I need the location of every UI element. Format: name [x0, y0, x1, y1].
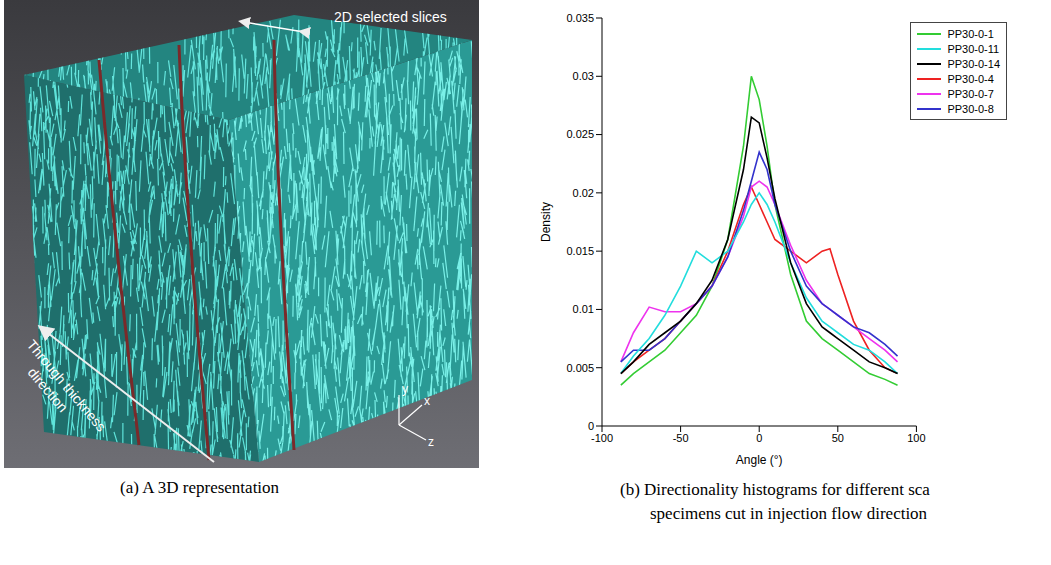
svg-text:0: 0 — [588, 420, 594, 432]
html-text:(b) Directionality histograms: (b) Directionality histograms for differ… — [620, 480, 930, 499]
svg-text:2D selected slices: 2D selected slices — [334, 9, 447, 25]
svg-text:0.03: 0.03 — [573, 70, 594, 82]
html-text:PP30-0-1: PP30-0-1 — [947, 27, 994, 40]
svg-text:50: 50 — [832, 432, 844, 444]
html-text:specimens cut in injection flo: specimens cut in injection flow directio… — [650, 504, 928, 523]
html-text:PP30-0-14: PP30-0-14 — [947, 57, 1000, 70]
html-text:PP30-0-4: PP30-0-4 — [947, 72, 994, 85]
svg-text:0.005: 0.005 — [566, 362, 594, 374]
svg-text:Through thickness: Through thickness — [24, 337, 110, 435]
html-text:PP30-0-7: PP30-0-7 — [947, 87, 994, 100]
svg-text:Angle (°): Angle (°) — [736, 453, 783, 467]
html-text:PP30-0-11: PP30-0-11 — [947, 42, 1000, 55]
svg-text:0.015: 0.015 — [566, 245, 594, 257]
html-text:(a) A 3D representation: (a) A 3D representation — [120, 478, 280, 497]
svg-text:z: z — [428, 435, 434, 449]
svg-text:0.025: 0.025 — [566, 128, 594, 140]
svg-text:-100: -100 — [591, 432, 613, 444]
svg-text:100: 100 — [907, 432, 925, 444]
html-text:PP30-0-8: PP30-0-8 — [947, 102, 994, 115]
svg-text:-50: -50 — [673, 432, 689, 444]
svg-text:direction: direction — [25, 364, 71, 415]
svg-text:0.02: 0.02 — [573, 187, 594, 199]
svg-text:Density: Density — [540, 202, 553, 242]
svg-text:0.035: 0.035 — [566, 12, 594, 24]
svg-text:x: x — [424, 394, 430, 408]
svg-text:0: 0 — [756, 432, 762, 444]
svg-text:0.01: 0.01 — [573, 303, 594, 315]
svg-text:y: y — [402, 382, 408, 396]
